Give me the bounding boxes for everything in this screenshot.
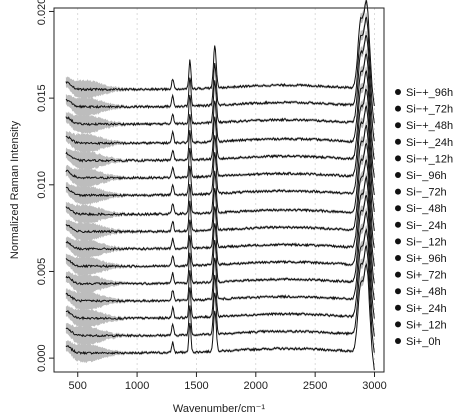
y-tick-label: 0.020 xyxy=(36,0,48,25)
legend-label: Si−_12h xyxy=(406,236,447,248)
legend-label: Si+_48h xyxy=(406,286,447,298)
x-tick-label: 3000 xyxy=(362,380,386,392)
grid-lines xyxy=(77,8,375,372)
series-line xyxy=(65,53,375,160)
std-band xyxy=(65,66,375,180)
series-line xyxy=(65,194,375,301)
legend: Si−+_96h Si−+_72h Si−+_48h Si−+_24h Si−+_12h… xyxy=(395,87,453,348)
series-line xyxy=(65,142,375,248)
series-line xyxy=(65,35,375,142)
series-line xyxy=(65,244,375,353)
legend-marker xyxy=(395,304,401,311)
std-band xyxy=(65,138,375,250)
legend-label: Si−+_96h xyxy=(406,87,453,99)
legend-label: Si−+_72h xyxy=(406,104,453,116)
x-axis-ticks: 500 1000 1500 2000 2500 3000 xyxy=(69,372,387,392)
x-tick-label: 2500 xyxy=(303,380,327,392)
std-band xyxy=(65,12,375,125)
legend-marker xyxy=(395,271,401,278)
legend-marker xyxy=(395,338,401,344)
std-band xyxy=(65,120,375,233)
legend-marker xyxy=(395,321,401,328)
legend-label: Si−+_48h xyxy=(406,120,453,132)
y-axis-title: Normalized Raman Intensity xyxy=(9,120,21,259)
legend-label: Si+_12h xyxy=(406,319,447,331)
series-line xyxy=(65,228,375,337)
legend-label: Si−_72h xyxy=(406,187,447,199)
y-tick-label: 0.005 xyxy=(36,258,48,286)
std-band xyxy=(65,0,375,108)
plot-frame xyxy=(53,7,385,373)
series-line xyxy=(65,159,375,267)
legend-label: Si+_72h xyxy=(406,270,447,282)
series-line xyxy=(65,105,375,212)
std-band xyxy=(65,101,375,214)
series-line xyxy=(65,88,375,195)
spectra-lines xyxy=(65,0,375,371)
legend-marker xyxy=(395,255,401,261)
legend-marker xyxy=(395,205,401,212)
x-axis-title: Wavenumber/cm⁻¹ xyxy=(173,403,266,415)
legend-label: Si−_24h xyxy=(406,220,447,232)
series-line xyxy=(65,16,375,124)
x-tick-label: 2000 xyxy=(244,380,268,392)
std-band xyxy=(65,49,375,161)
series-line xyxy=(65,210,375,319)
x-tick-label: 500 xyxy=(69,380,87,392)
legend-marker xyxy=(395,105,401,112)
x-tick-label: 1500 xyxy=(184,380,208,392)
legend-marker xyxy=(395,172,401,178)
legend-marker xyxy=(395,188,401,195)
y-tick-label: 0.010 xyxy=(36,171,48,199)
legend-label: Si+_96h xyxy=(406,253,447,265)
legend-marker xyxy=(395,89,401,95)
series-line xyxy=(65,0,375,107)
legend-marker xyxy=(395,238,401,245)
legend-label: Si−_48h xyxy=(406,203,447,215)
legend-label: Si−+_12h xyxy=(406,153,453,165)
legend-marker xyxy=(395,155,401,162)
std-band xyxy=(65,30,375,143)
series-line xyxy=(65,175,375,284)
std-band xyxy=(65,207,375,320)
legend-marker xyxy=(395,138,401,145)
series-line xyxy=(65,125,375,231)
legend-label: Si−_96h xyxy=(406,170,447,182)
y-tick-label: 0.000 xyxy=(36,344,48,372)
x-tick-label: 1000 xyxy=(125,380,149,392)
series-line xyxy=(65,70,375,178)
legend-marker xyxy=(395,221,401,228)
std-band xyxy=(65,84,375,197)
legend-label: Si−+_24h xyxy=(406,137,453,149)
series-line xyxy=(65,262,375,371)
y-axis-ticks: 0.000 0.005 0.010 0.015 0.020 xyxy=(36,0,54,372)
legend-label: Si+_0h xyxy=(406,336,441,348)
y-tick-label: 0.015 xyxy=(36,84,48,112)
legend-marker xyxy=(395,122,401,129)
legend-label: Si+_24h xyxy=(406,303,447,315)
legend-marker xyxy=(395,288,401,295)
